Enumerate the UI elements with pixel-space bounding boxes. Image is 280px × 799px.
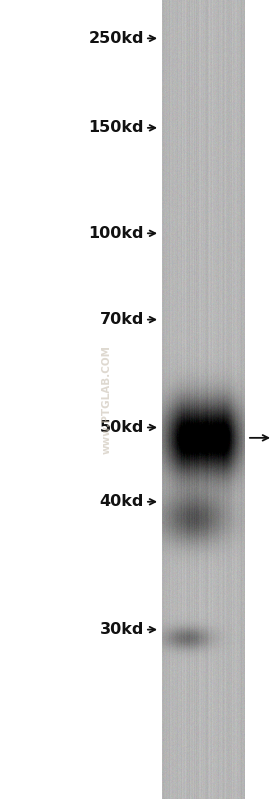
Text: 150kd: 150kd (88, 121, 144, 135)
Text: 30kd: 30kd (100, 622, 144, 637)
Text: 40kd: 40kd (100, 495, 144, 509)
Text: 100kd: 100kd (88, 226, 144, 240)
Text: www.PTGLAB.COM: www.PTGLAB.COM (102, 345, 112, 454)
Text: 250kd: 250kd (88, 31, 144, 46)
Text: 70kd: 70kd (100, 312, 144, 327)
Text: 50kd: 50kd (100, 420, 144, 435)
